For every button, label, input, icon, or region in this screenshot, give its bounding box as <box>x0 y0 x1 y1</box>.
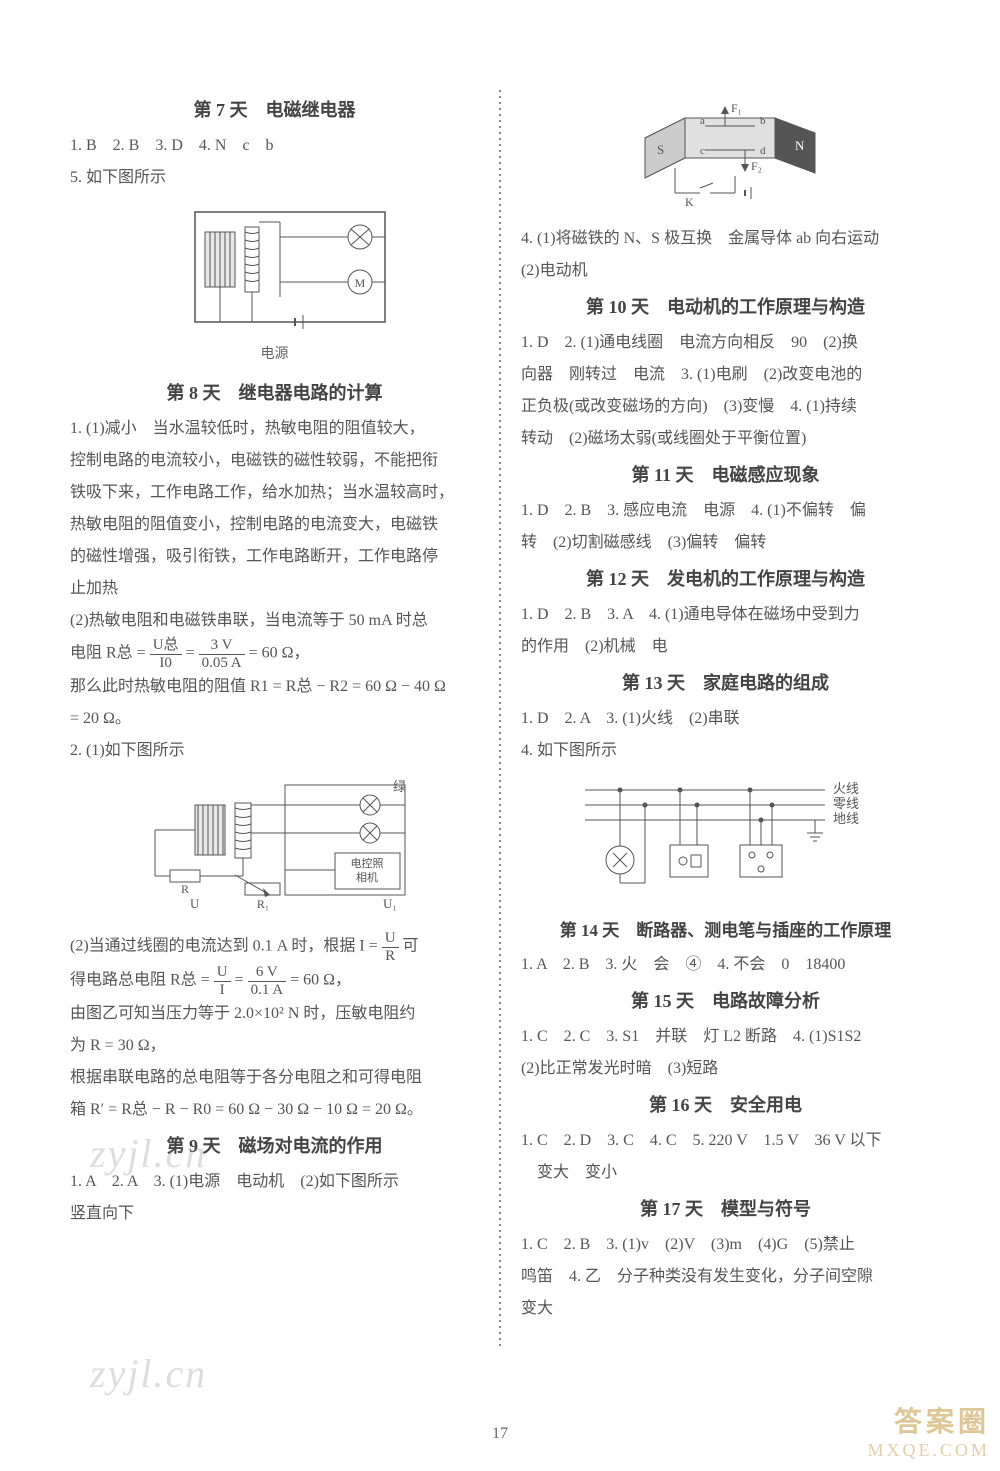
d8-p2: 控制电路的电流较小，电磁铁的磁性较弱，不能把衔 <box>70 445 479 477</box>
day7-answers: 1. B 2. B 3. D 4. N c b <box>70 130 479 162</box>
d16-l1: 1. C 2. D 3. C 4. C 5. 220 V 1.5 V 36 V … <box>521 1125 930 1157</box>
magnet-rail-svg: S N a b c d F₁ F₂ K <box>625 98 825 208</box>
svg-text:R₁: R₁ <box>256 897 268 911</box>
d12-l1: 1. D 2. B 3. A 4. (1)通电导体在磁场中受到力 <box>521 599 930 631</box>
r-afterfig: 4. (1)将磁铁的 N、S 极互换 金属导体 ab 向右运动 <box>521 223 930 255</box>
d8-p12: 得电路总电阻 R总 = UI = 6 V0.1 A = 60 Ω， <box>70 964 479 998</box>
svg-text:N: N <box>795 138 805 153</box>
d8-p16: 箱 R′ = R总 − R − R0 = 60 Ω − 30 Ω − 10 Ω … <box>70 1094 479 1126</box>
svg-text:电控照: 电控照 <box>350 856 383 870</box>
svg-text:c: c <box>700 145 705 157</box>
d13-l1: 1. D 2. A 3. (1)火线 (2)串联 <box>521 703 930 735</box>
right-top-figure: S N a b c d F₁ F₂ K <box>521 98 930 213</box>
d10-l2: 向器 刚转过 电流 3. (1)电刷 (2)改变电池的 <box>521 359 930 391</box>
svg-text:S: S <box>657 142 664 157</box>
d8-p10: 2. (1)如下图所示 <box>70 735 479 767</box>
d8-p1: 1. (1)减小 当水温较低时，热敏电阻的阻值较大， <box>70 413 479 445</box>
watermark-br-2: MXQE.COM <box>867 1440 990 1461</box>
d9-l1: 1. A 2. A 3. (1)电源 电动机 (2)如下图所示 <box>70 1166 479 1198</box>
page: 第 7 天 电磁继电器 1. B 2. B 3. D 4. N c b 5. 如… <box>0 0 1000 1471</box>
d8-eq1: 电阻 R总 = U总 I0 = 3 V 0.05 A = 60 Ω， <box>70 637 479 671</box>
d8-p9: = 20 Ω。 <box>70 703 479 735</box>
svg-text:F₁: F₁ <box>731 101 742 115</box>
day9-title: 第 9 天 磁场对电流的作用 <box>70 1132 479 1158</box>
d17-l3: 变大 <box>521 1293 930 1325</box>
day7-title: 第 7 天 电磁继电器 <box>70 96 479 122</box>
day14-title: 第 14 天 断路器、测电笔与插座的工作原理 <box>521 916 930 941</box>
page-number: 17 <box>0 1425 1000 1443</box>
svg-text:U₁: U₁ <box>383 896 397 911</box>
d8-p13: 由图乙可知当压力等于 2.0×10² N 时，压敏电阻约 <box>70 998 479 1030</box>
column-divider <box>499 90 501 1350</box>
camera-circuit-svg: 绿 电控照 相机 R <box>135 775 415 915</box>
d11-l1: 1. D 2. B 3. 感应电流 电源 4. (1)不偏转 偏 <box>521 495 930 527</box>
day7-figure: M 电源 <box>70 202 479 363</box>
svg-text:K: K <box>685 195 694 208</box>
d14-l1: 1. A 2. B 3. 火 会 ④ 4. 不会 0 18400 <box>521 949 930 981</box>
svg-text:零线: 零线 <box>833 796 859 811</box>
d8-p8: 那么此时热敏电阻的阻值 R1 = R总 − R2 = 60 Ω − 40 Ω <box>70 671 479 703</box>
two-column-layout: 第 7 天 电磁继电器 1. B 2. B 3. D 4. N c b 5. 如… <box>70 90 930 1350</box>
day16-title: 第 16 天 安全用电 <box>521 1091 930 1117</box>
svg-text:地线: 地线 <box>833 811 859 826</box>
eq1-post: = 60 Ω， <box>249 645 310 662</box>
day13-title: 第 13 天 家庭电路的组成 <box>521 669 930 695</box>
right-column: S N a b c d F₁ F₂ K <box>521 90 930 1350</box>
d10-l3: 正负极(或改变磁场的方向) (3)变慢 4. (1)持续 <box>521 391 930 423</box>
d13-l2: 4. 如下图所示 <box>521 735 930 767</box>
day15-title: 第 15 天 电路故障分析 <box>521 987 930 1013</box>
watermark-2: zyjl.cn <box>90 1350 207 1397</box>
day7-q5: 5. 如下图所示 <box>70 162 479 194</box>
d9-l2: 竖直向下 <box>70 1198 479 1230</box>
svg-text:相机: 相机 <box>356 870 378 884</box>
day12-title: 第 12 天 发电机的工作原理与构造 <box>521 565 930 591</box>
svg-text:b: b <box>760 115 766 127</box>
eq1-pre: 电阻 R总 = <box>70 645 146 662</box>
svg-text:M: M <box>354 276 365 290</box>
svg-text:U: U <box>190 896 200 911</box>
d8-p6: 止加热 <box>70 573 479 605</box>
p11-frac: U R <box>382 930 399 964</box>
d12-l2: 的作用 (2)机械 电 <box>521 631 930 663</box>
eq1-frac2: 3 V 0.05 A <box>199 637 245 671</box>
d8-p15: 根据串联电路的总电阻等于各分电阻之和可得电阻 <box>70 1062 479 1094</box>
d17-l2: 鸣笛 4. 乙 分子种类没有发生变化，分子间空隙 <box>521 1261 930 1293</box>
day11-title: 第 11 天 电磁感应现象 <box>521 461 930 487</box>
d16-l2: 变大 变小 <box>521 1157 930 1189</box>
left-column: 第 7 天 电磁继电器 1. B 2. B 3. D 4. N c b 5. 如… <box>70 90 479 1350</box>
d8-p7: (2)热敏电阻和电磁铁串联，当电流等于 50 mA 时总 <box>70 605 479 637</box>
home-circuit-svg: 火线 零线 地线 <box>575 775 875 895</box>
d8-p5: 的磁性增强，吸引衔铁，工作电路断开，工作电路停 <box>70 541 479 573</box>
d15-l2: (2)比正常发光时暗 (3)短路 <box>521 1053 930 1085</box>
day17-title: 第 17 天 模型与符号 <box>521 1195 930 1221</box>
svg-text:R: R <box>181 882 189 896</box>
day8-figure: 绿 电控照 相机 R <box>70 775 479 920</box>
day7-fig-caption: 电源 <box>70 343 479 363</box>
svg-text:绿: 绿 <box>393 779 406 794</box>
d8-p3: 铁吸下来，工作电路工作，给水加热；当水温较高时， <box>70 477 479 509</box>
d17-l1: 1. C 2. B 3. (1)v (2)V (3)m (4)G (5)禁止 <box>521 1229 930 1261</box>
d8-p14: 为 R = 30 Ω， <box>70 1030 479 1062</box>
eq1-frac1: U总 I0 <box>150 637 182 671</box>
d15-l1: 1. C 2. C 3. S1 并联 灯 L2 断路 4. (1)S1S2 <box>521 1021 930 1053</box>
day13-figure: 火线 零线 地线 <box>521 775 930 900</box>
d11-l2: 转 (2)切割磁感线 (3)偏转 偏转 <box>521 527 930 559</box>
relay-circuit-svg: M <box>145 202 405 342</box>
r-afterfig2: (2)电动机 <box>521 255 930 287</box>
d8-p11: (2)当通过线圈的电流达到 0.1 A 时，根据 I = U R 可 <box>70 930 479 964</box>
d8-p4: 热敏电阻的阻值变小，控制电路的电流变大，电磁铁 <box>70 509 479 541</box>
day10-title: 第 10 天 电动机的工作原理与构造 <box>521 293 930 319</box>
d10-l1: 1. D 2. (1)通电线圈 电流方向相反 90 (2)换 <box>521 327 930 359</box>
day8-title: 第 8 天 继电器电路的计算 <box>70 379 479 405</box>
svg-text:F₂: F₂ <box>751 159 762 173</box>
svg-text:a: a <box>700 115 705 127</box>
svg-text:火线: 火线 <box>833 781 859 796</box>
eq1-mid: = <box>186 645 195 662</box>
svg-text:d: d <box>760 145 766 157</box>
d10-l4: 转动 (2)磁场太弱(或线圈处于平衡位置) <box>521 423 930 455</box>
